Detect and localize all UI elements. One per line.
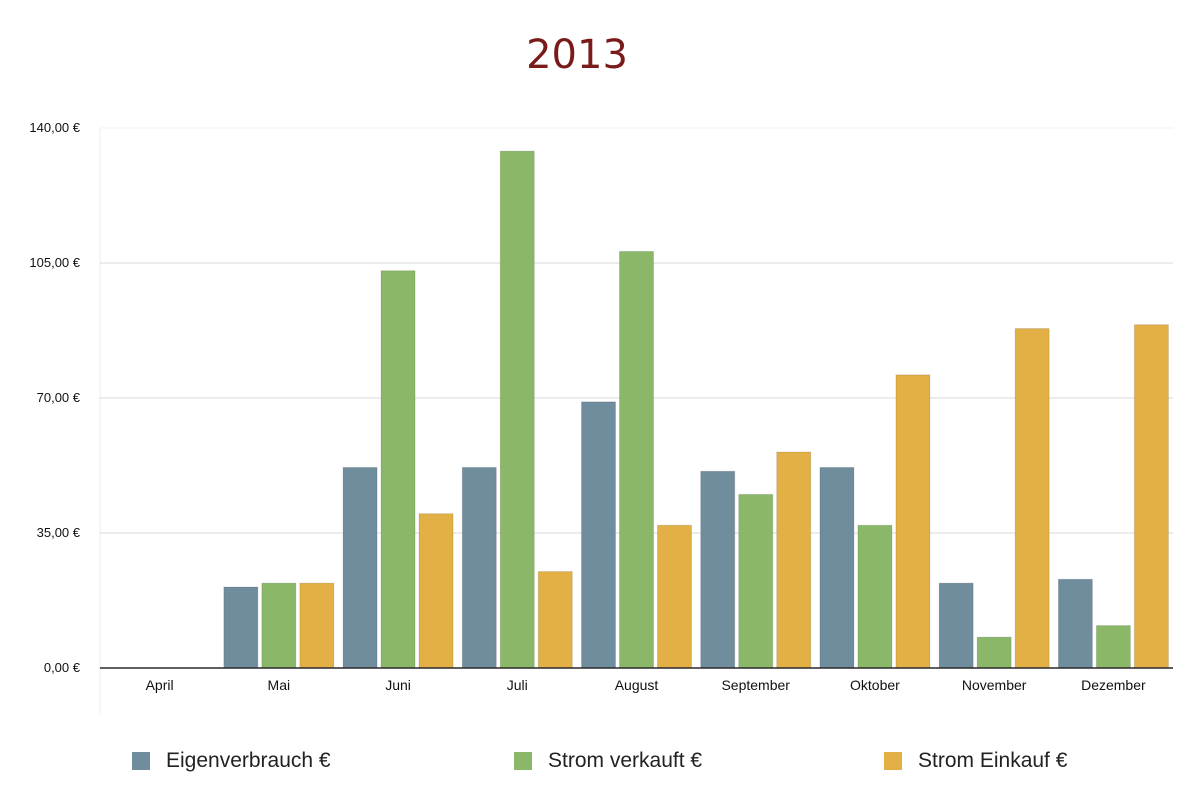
bar bbox=[938, 582, 974, 669]
bar bbox=[581, 401, 616, 669]
x-tick-label: September bbox=[721, 677, 790, 693]
x-tick-label: Mai bbox=[268, 677, 291, 693]
bar bbox=[976, 636, 1012, 669]
legend-label: Strom verkauft € bbox=[548, 749, 703, 772]
bar bbox=[499, 150, 535, 669]
bar bbox=[1095, 625, 1131, 669]
bar bbox=[299, 582, 335, 669]
bar bbox=[537, 571, 573, 669]
bar bbox=[461, 466, 497, 669]
bar-chart: 0,00 € 35,00 € 70,00 € 105,00 € 140,00 € Apr… bbox=[29, 120, 1173, 715]
bar bbox=[657, 524, 692, 669]
legend-label: Eigenverbrauch € bbox=[166, 749, 331, 772]
bar bbox=[1057, 578, 1093, 669]
bar bbox=[857, 524, 893, 669]
legend-swatch bbox=[884, 752, 902, 770]
bar bbox=[895, 374, 931, 669]
bar bbox=[261, 582, 297, 669]
bar bbox=[223, 586, 259, 669]
bar bbox=[619, 250, 654, 669]
legend-swatch bbox=[514, 752, 532, 770]
bars bbox=[223, 150, 1169, 669]
legend-item: Strom verkauft € bbox=[514, 749, 702, 773]
bar bbox=[380, 270, 416, 669]
legend-item: Strom Einkauf € bbox=[884, 749, 1067, 773]
x-tick-label: November bbox=[962, 677, 1027, 693]
bar bbox=[418, 513, 454, 669]
bar bbox=[776, 451, 812, 669]
legend-item: Eigenverbrauch € bbox=[132, 749, 331, 773]
y-tick-label: 140,00 € bbox=[29, 120, 80, 135]
x-tick-label: Dezember bbox=[1081, 677, 1146, 693]
y-tick-label: 35,00 € bbox=[37, 525, 81, 540]
x-tick-label: August bbox=[615, 677, 659, 693]
legend: Eigenverbrauch € Strom verkauft € Strom Ei… bbox=[0, 745, 1200, 781]
x-tick-label: Juni bbox=[385, 677, 411, 693]
y-axis: 0,00 € 35,00 € 70,00 € 105,00 € 140,00 € bbox=[29, 120, 80, 675]
x-tick-label: April bbox=[146, 677, 174, 693]
legend-label: Strom Einkauf € bbox=[918, 749, 1068, 772]
x-tick-label: Oktober bbox=[850, 677, 900, 693]
x-tick-label: Juli bbox=[507, 677, 528, 693]
bar bbox=[342, 466, 378, 669]
bar bbox=[1014, 328, 1050, 669]
bar bbox=[1133, 324, 1169, 669]
bar bbox=[819, 466, 855, 669]
x-axis: April Mai Juni Juli August September Oktober No… bbox=[100, 667, 1173, 693]
bar bbox=[738, 493, 774, 669]
y-tick-label: 0,00 € bbox=[44, 660, 81, 675]
y-tick-label: 105,00 € bbox=[29, 255, 80, 270]
bar bbox=[700, 470, 736, 669]
legend-swatch bbox=[132, 752, 150, 770]
chart-title: 2013 bbox=[526, 32, 628, 78]
y-tick-label: 70,00 € bbox=[37, 390, 81, 405]
